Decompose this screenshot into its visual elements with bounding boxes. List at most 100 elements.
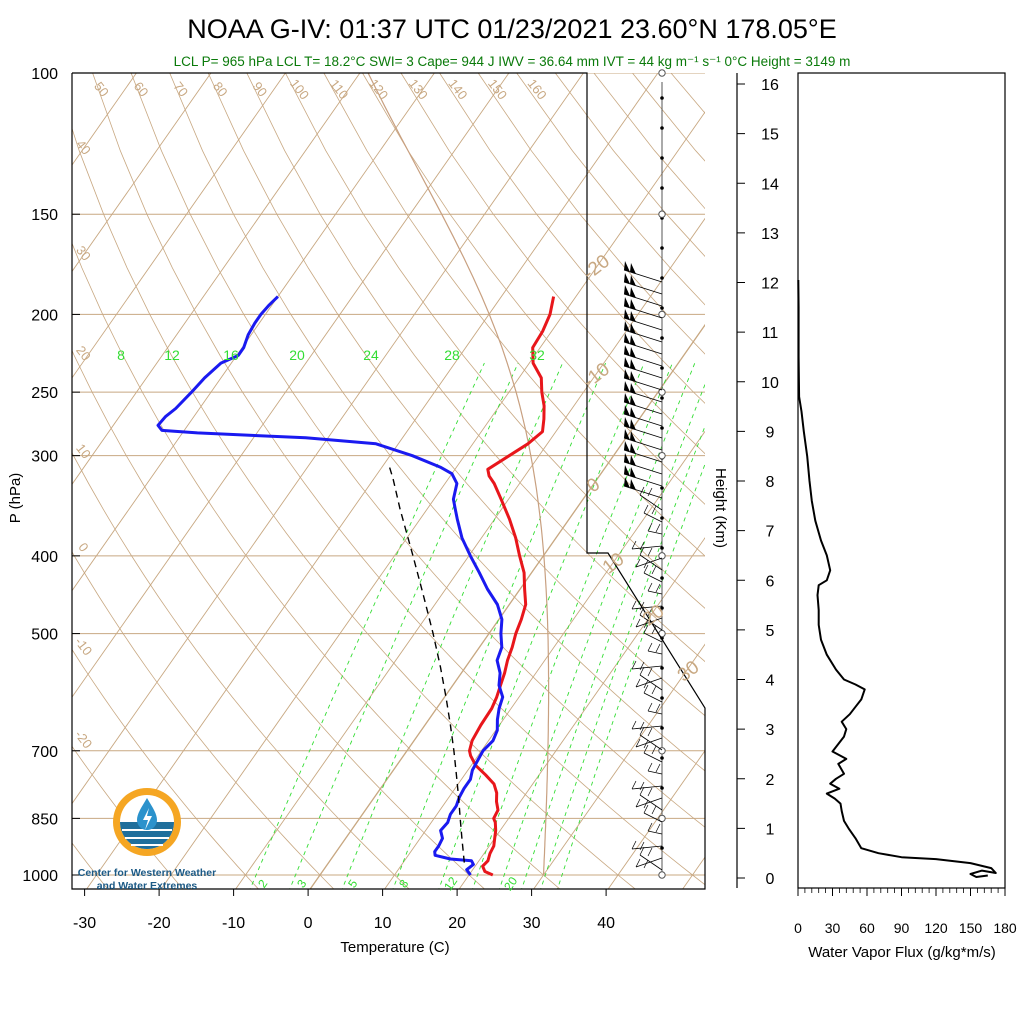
- wind-obs-dot: [660, 516, 664, 520]
- wind-barb-feather: [647, 727, 653, 737]
- height-tick-label: 0: [766, 871, 775, 888]
- y-tick-label: 200: [31, 307, 58, 324]
- wind-level-circle: [658, 552, 666, 560]
- y-tick-label: 850: [31, 811, 58, 828]
- x-tick-label: -20: [148, 915, 171, 932]
- wind-barb-flag: [624, 405, 630, 416]
- wind-barb: [643, 752, 663, 763]
- wind-barb-flag: [624, 333, 630, 344]
- y-tick-label: 250: [31, 385, 58, 402]
- mixing-ratio-line: [341, 362, 564, 889]
- y-tick-label: 1000: [22, 868, 58, 885]
- wind-barb-flag: [630, 455, 636, 466]
- y-tick-label: 400: [31, 549, 58, 566]
- wind-barb-flag: [624, 285, 630, 296]
- wind-barb-feather: [643, 739, 649, 749]
- mixing-ratio-bottom-label: 20: [501, 874, 520, 893]
- wind-barb: [647, 770, 663, 775]
- wind-barb-feather: [635, 618, 641, 628]
- dry-adiabat-label: 120: [366, 76, 391, 102]
- isotherm-line: [72, 73, 286, 379]
- wind-level-circle: [658, 451, 666, 460]
- mixing-ratio-line: [472, 362, 673, 889]
- wind-barb-feather: [639, 841, 645, 851]
- wind-barb: [631, 845, 663, 850]
- isotherm-line: [160, 111, 705, 889]
- wind-barb-flag: [630, 467, 636, 478]
- height-tick-label: 4: [766, 673, 775, 690]
- wind-barb-feather: [643, 684, 649, 694]
- dry-adiabat-line: [477, 73, 705, 355]
- wind-barb-feather: [631, 840, 637, 850]
- mixing-ratio-line: [557, 462, 705, 889]
- mixing-ratio-line: [249, 362, 485, 889]
- dry-adiabat-label: 90: [250, 79, 271, 100]
- wind-barb-feather: [655, 763, 661, 773]
- wind-barb-flag: [624, 357, 630, 368]
- wind-barb-flag: [624, 381, 630, 392]
- wind-barb-flag: [630, 479, 636, 490]
- dry-adiabat-left-label: 30: [73, 243, 94, 264]
- flux-x-tick-label: 90: [894, 920, 910, 936]
- wind-barb-feather: [631, 720, 637, 730]
- dry-adiabat-line: [400, 73, 705, 455]
- wind-barb-flag: [630, 275, 636, 286]
- height-tick-label: 7: [766, 524, 775, 541]
- wind-barb-flag: [624, 465, 630, 476]
- flux-border: [797, 72, 1006, 889]
- wind-barb: [635, 737, 663, 748]
- logo-emblem: [113, 788, 181, 856]
- x-tick-label: -30: [73, 915, 96, 932]
- height-tick-label: 5: [766, 623, 775, 640]
- wind-barb-feather: [635, 558, 641, 568]
- wind-barb-feather: [647, 762, 653, 772]
- x-tick-label: 20: [448, 915, 466, 932]
- wind-barb-feather: [647, 787, 653, 797]
- wind-barb-feather: [651, 625, 657, 635]
- height-tick-label: 15: [761, 127, 779, 144]
- mixing-ratio-top-label: 28: [444, 347, 460, 363]
- dry-adiabat-left-label: 0: [75, 540, 91, 555]
- wind-barb: [639, 854, 663, 871]
- wind-barb: [647, 650, 663, 655]
- wind-obs-dot: [660, 726, 664, 730]
- wind-barb: [635, 617, 663, 628]
- wind-level-circle: [658, 388, 666, 396]
- wind-barb: [643, 512, 663, 523]
- skewt-frame: [71, 72, 706, 890]
- height-tick-label: 8: [766, 474, 775, 491]
- wind-barb-flag: [624, 393, 630, 404]
- wind-barb-feather: [639, 786, 645, 796]
- dry-adiabat-label: 150: [485, 76, 510, 102]
- wind-barb-flag: [630, 443, 636, 454]
- wind-barb: [631, 725, 663, 730]
- x-axis-label: Temperature (C): [340, 939, 449, 956]
- dewpoint-line: [156, 295, 505, 876]
- dry-adiabat-left-label: 40: [73, 137, 94, 158]
- wind-barb-flag: [630, 347, 636, 358]
- wind-barb-feather: [635, 798, 641, 808]
- wind-barb-feather: [655, 583, 661, 593]
- wind-obs-dot: [660, 156, 664, 160]
- flux-y-axis-label: Height (Km): [712, 468, 729, 548]
- wind-barb-feather: [647, 642, 653, 652]
- wind-obs-dot: [660, 486, 664, 490]
- wind-barb-feather: [643, 799, 649, 809]
- height-tick-label: 13: [761, 226, 779, 243]
- mixing-ratio-top-label: 16: [223, 347, 239, 363]
- y-tick-label: 150: [31, 207, 58, 224]
- wind-obs-dot: [660, 696, 664, 700]
- dry-adiabat-line: [825, 73, 1024, 892]
- wind-barb-feather: [651, 565, 657, 575]
- dry-adiabat-line: [72, 745, 184, 889]
- cw3e-logo: Center for Western Weather and Water Ext…: [78, 788, 216, 892]
- isotherm-line: [682, 856, 705, 889]
- wind-barb-feather: [655, 523, 661, 533]
- y-tick-label: 500: [31, 627, 58, 644]
- dry-adiabat-line: [72, 242, 561, 889]
- wind-barb: [647, 530, 663, 535]
- wind-barb-flag: [624, 345, 630, 356]
- wind-obs-dot: [660, 246, 664, 250]
